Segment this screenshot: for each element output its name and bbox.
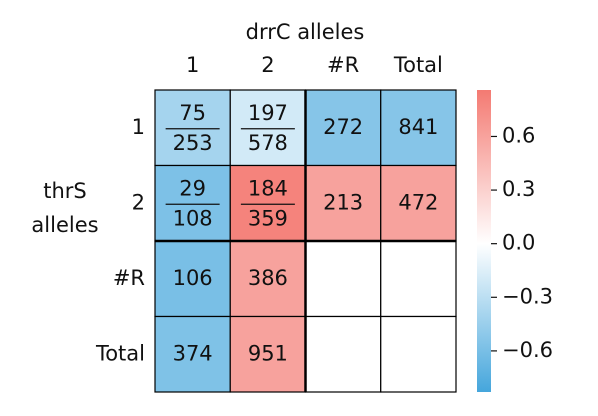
heatmap-cell — [380, 315, 457, 393]
colorbar-tick-label: 0.3 — [502, 177, 535, 201]
colorbar-tick-label: −0.3 — [502, 284, 553, 308]
heatmap-cell — [380, 89, 457, 167]
heatmap-cell — [154, 89, 231, 167]
row-label: Total — [95, 341, 145, 365]
y-axis-label: thrS — [43, 179, 87, 203]
cell-numerator: 29 — [179, 176, 206, 200]
column-label: 1 — [186, 53, 199, 77]
cell-label: 213 — [323, 190, 363, 214]
cell-label: 272 — [323, 115, 363, 139]
colorbar-tick-label: 0.6 — [502, 123, 535, 147]
colorbar-tick-label: 0.0 — [502, 231, 535, 255]
cell-label: 374 — [173, 341, 213, 365]
y-axis-label: alleles — [31, 213, 98, 237]
x-axis-label: drrC alleles — [246, 20, 365, 44]
heatmap-cell — [154, 315, 231, 393]
heatmap-cell — [304, 240, 382, 318]
cell-label: 841 — [398, 115, 438, 139]
cell-denominator: 578 — [248, 131, 288, 155]
heatmap-cell — [229, 89, 307, 167]
row-label: 1 — [132, 115, 145, 139]
heatmap-cell — [304, 315, 382, 393]
row-label: #R — [113, 266, 145, 290]
cell-numerator: 75 — [179, 101, 206, 125]
column-label: 2 — [261, 53, 274, 77]
cell-label: 106 — [173, 266, 213, 290]
cell-label: 472 — [398, 190, 438, 214]
cell-numerator: 197 — [248, 101, 288, 125]
heatmap-cell — [154, 240, 231, 318]
colorbar — [477, 90, 491, 392]
cell-numerator: 184 — [248, 176, 288, 200]
row-label: 2 — [132, 190, 145, 214]
heatmap-cell — [380, 240, 457, 318]
cell-denominator: 359 — [248, 206, 288, 230]
cell-denominator: 108 — [173, 206, 213, 230]
heatmap-cell — [380, 164, 457, 242]
heatmap-cell — [229, 315, 307, 393]
cell-denominator: 253 — [173, 131, 213, 155]
colorbar-tick-label: −0.6 — [502, 338, 553, 362]
cell-label: 951 — [248, 341, 288, 365]
cell-label: 386 — [248, 266, 288, 290]
column-label: Total — [393, 53, 443, 77]
column-label: #R — [327, 53, 359, 77]
